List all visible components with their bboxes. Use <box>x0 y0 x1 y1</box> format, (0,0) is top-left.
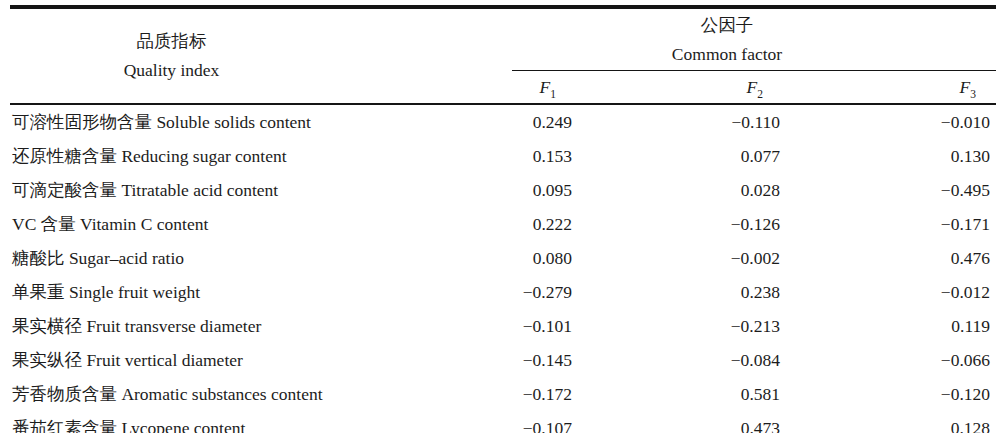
value-f3: −0.010 <box>834 104 996 139</box>
value-f2: −0.126 <box>673 207 834 241</box>
row-label: 果实横径 Fruit transverse diameter <box>10 309 512 343</box>
f1-subscript: 1 <box>550 87 556 99</box>
table-row: 番茄红素含量 Lycopene content−0.1070.4730.128 <box>10 411 996 433</box>
quality-index-zh-label: 品质指标 <box>11 27 332 56</box>
row-label: 还原性糖含量 Reducing sugar content <box>10 139 512 173</box>
value-f2: 0.028 <box>673 173 834 207</box>
table-row: 果实横径 Fruit transverse diameter−0.101−0.2… <box>10 309 996 343</box>
value-f2: 0.238 <box>673 275 834 309</box>
column-header-quality-index: 品质指标 Quality index <box>10 7 512 104</box>
table-row: 单果重 Single fruit weight−0.2790.238−0.012 <box>10 275 996 309</box>
value-f1: 0.080 <box>512 241 673 275</box>
f1-symbol: F <box>540 77 551 97</box>
value-f3: 0.476 <box>834 241 996 275</box>
row-label: 果实纵径 Fruit vertical diameter <box>10 343 512 377</box>
value-f3: 0.119 <box>834 309 996 343</box>
value-f2: −0.084 <box>673 343 834 377</box>
value-f1: −0.279 <box>512 275 673 309</box>
value-f1: 0.222 <box>512 207 673 241</box>
column-header-f3: F3 <box>834 71 996 105</box>
row-label: 单果重 Single fruit weight <box>10 275 512 309</box>
value-f3: −0.120 <box>834 377 996 411</box>
row-label: VC 含量 Vitamin C content <box>10 207 512 241</box>
value-f1: −0.101 <box>512 309 673 343</box>
f2-symbol: F <box>747 77 758 97</box>
value-f1: −0.172 <box>512 377 673 411</box>
f3-subscript: 3 <box>970 87 976 99</box>
value-f2: −0.213 <box>673 309 834 343</box>
value-f2: 0.473 <box>673 411 834 433</box>
value-f3: −0.012 <box>834 275 996 309</box>
table-row: 可溶性固形物含量 Soluble solids content0.249−0.1… <box>10 104 996 139</box>
value-f2: 0.077 <box>673 139 834 173</box>
column-header-f2: F2 <box>673 71 834 105</box>
quality-index-en-label: Quality index <box>11 56 332 85</box>
value-f3: 0.130 <box>834 139 996 173</box>
column-header-common-factor: 公因子 Common factor <box>512 7 996 71</box>
table-row: 还原性糖含量 Reducing sugar content0.1530.0770… <box>10 139 996 173</box>
factor-loading-table-container: 品质指标 Quality index 公因子 Common factor F1 … <box>10 5 996 433</box>
table-row: 可滴定酸含量 Titratable acid content0.0950.028… <box>10 173 996 207</box>
factor-loading-table: 品质指标 Quality index 公因子 Common factor F1 … <box>10 5 996 433</box>
value-f1: −0.145 <box>512 343 673 377</box>
row-label: 糖酸比 Sugar–acid ratio <box>10 241 512 275</box>
row-label: 可溶性固形物含量 Soluble solids content <box>10 104 512 139</box>
f3-symbol: F <box>960 77 971 97</box>
common-factor-zh-label: 公因子 <box>513 11 941 40</box>
table-row: 糖酸比 Sugar–acid ratio0.080−0.0020.476 <box>10 241 996 275</box>
common-factor-en-label: Common factor <box>513 40 941 69</box>
table-body: 可溶性固形物含量 Soluble solids content0.249−0.1… <box>10 104 996 433</box>
value-f2: −0.110 <box>673 104 834 139</box>
value-f3: 0.128 <box>834 411 996 433</box>
value-f1: 0.153 <box>512 139 673 173</box>
table-row: 芳香物质含量 Aromatic substances content−0.172… <box>10 377 996 411</box>
table-row: VC 含量 Vitamin C content0.222−0.126−0.171 <box>10 207 996 241</box>
value-f3: −0.171 <box>834 207 996 241</box>
value-f3: −0.495 <box>834 173 996 207</box>
value-f1: 0.249 <box>512 104 673 139</box>
value-f2: −0.002 <box>673 241 834 275</box>
f2-subscript: 2 <box>757 87 763 99</box>
row-label: 可滴定酸含量 Titratable acid content <box>10 173 512 207</box>
row-label: 芳香物质含量 Aromatic substances content <box>10 377 512 411</box>
value-f2: 0.581 <box>673 377 834 411</box>
table-header: 品质指标 Quality index 公因子 Common factor F1 … <box>10 7 996 104</box>
value-f1: −0.107 <box>512 411 673 433</box>
column-header-f1: F1 <box>512 71 673 105</box>
value-f3: −0.066 <box>834 343 996 377</box>
row-label: 番茄红素含量 Lycopene content <box>10 411 512 433</box>
table-row: 果实纵径 Fruit vertical diameter−0.145−0.084… <box>10 343 996 377</box>
value-f1: 0.095 <box>512 173 673 207</box>
